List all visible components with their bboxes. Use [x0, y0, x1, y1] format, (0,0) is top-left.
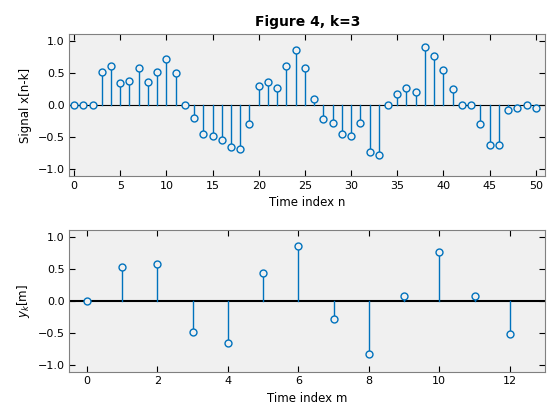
X-axis label: Time index n: Time index n — [269, 196, 346, 209]
X-axis label: Time index m: Time index m — [267, 392, 347, 405]
Y-axis label: $y_k$[m]: $y_k$[m] — [15, 284, 32, 318]
Y-axis label: Signal x[n-k]: Signal x[n-k] — [19, 68, 32, 143]
Title: Figure 4, k=3: Figure 4, k=3 — [255, 15, 360, 29]
